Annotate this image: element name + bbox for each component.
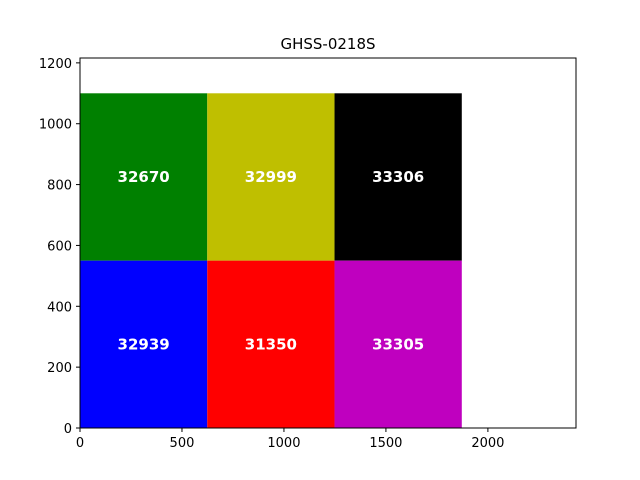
y-tick-label: 0	[64, 422, 72, 437]
y-tick-label: 600	[47, 239, 72, 254]
heatmap-cell	[80, 260, 208, 428]
y-tick-label: 800	[47, 179, 72, 194]
y-axis: 0 200 400 600 800 1000 1200	[39, 57, 80, 437]
cell-value-label: 31350	[245, 335, 297, 353]
cells-layer: 32670 32999 33306 32939 31350 33305	[80, 93, 462, 428]
heatmap-cell	[207, 260, 335, 428]
y-tick-label: 400	[47, 300, 72, 315]
heatmap-cell	[80, 93, 208, 261]
x-axis: 0 500 1000 1500 2000	[76, 428, 504, 451]
x-tick-label: 1000	[267, 436, 300, 451]
cell-value-label: 32670	[118, 168, 170, 186]
x-tick-label: 0	[76, 436, 84, 451]
chart-title: GHSS-0218S	[280, 35, 375, 53]
heatmap-cell	[207, 93, 335, 261]
y-tick-label: 1000	[39, 118, 72, 133]
y-tick-label: 1200	[39, 57, 72, 72]
cell-value-label: 32939	[118, 335, 170, 353]
x-tick-label: 2000	[471, 436, 504, 451]
y-tick-label: 200	[47, 361, 72, 376]
x-tick-label: 500	[170, 436, 195, 451]
cell-value-label: 32999	[245, 168, 297, 186]
cell-value-label: 33306	[372, 168, 424, 186]
plot-frame	[79, 57, 577, 429]
cell-value-label: 33305	[372, 335, 424, 353]
heatmap-cell	[334, 93, 462, 261]
x-tick-label: 1500	[369, 436, 402, 451]
heatmap-cell	[334, 260, 462, 428]
